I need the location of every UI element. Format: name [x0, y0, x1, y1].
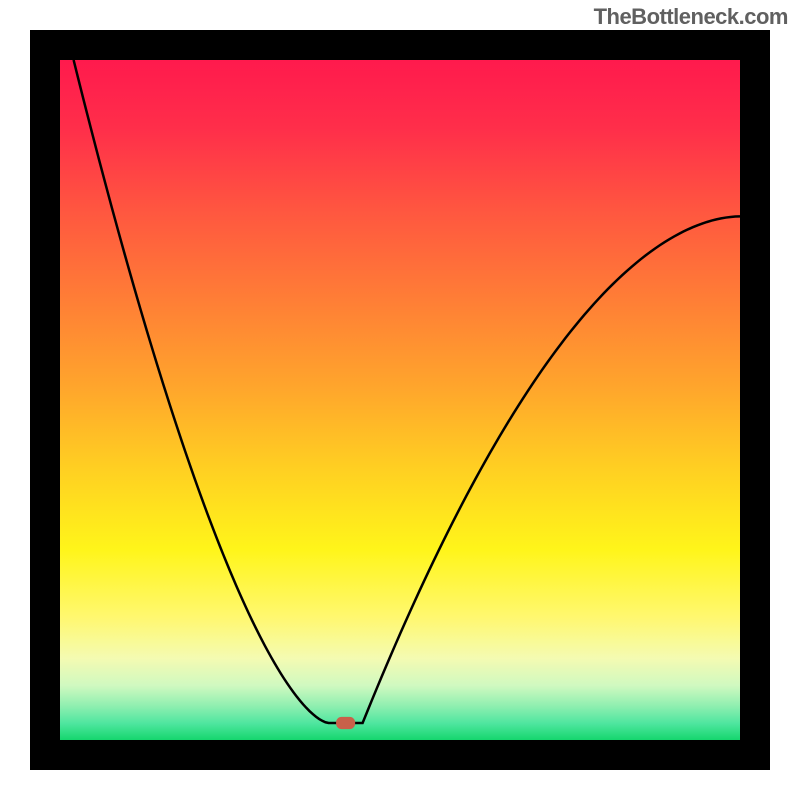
plot-area — [30, 30, 770, 770]
bottleneck-chart: TheBottleneck.com — [0, 0, 800, 800]
plot-gradient-background — [60, 60, 740, 740]
brand-watermark: TheBottleneck.com — [594, 4, 788, 30]
